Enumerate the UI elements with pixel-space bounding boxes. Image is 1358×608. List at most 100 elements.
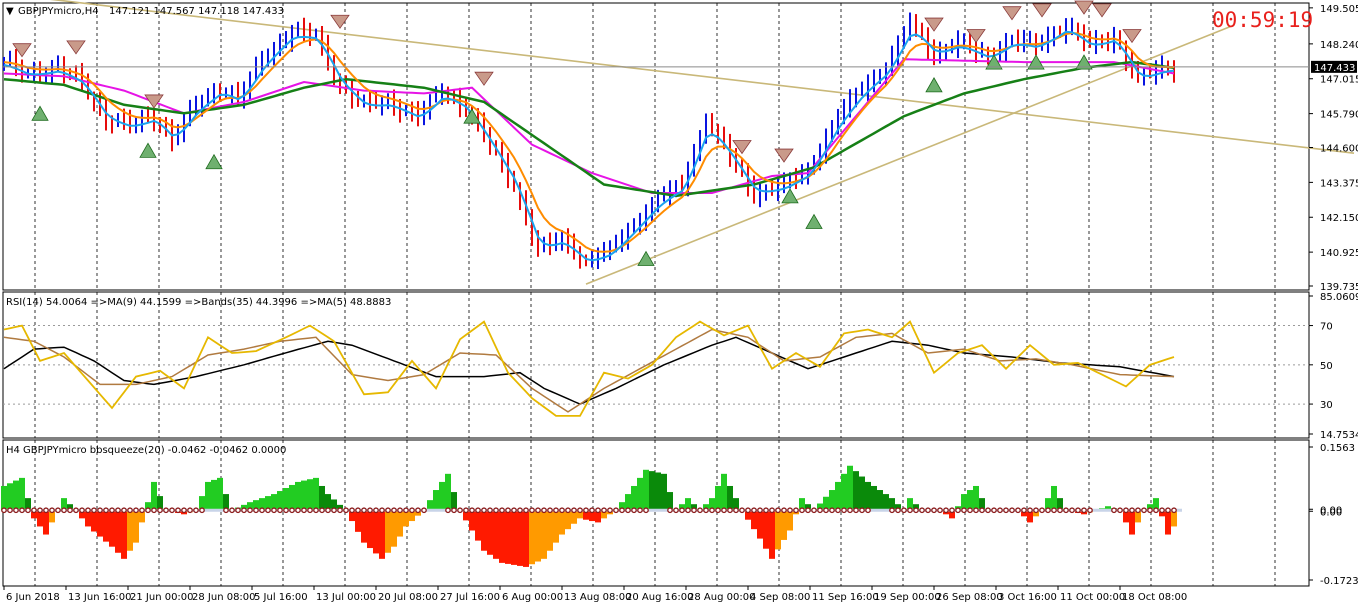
squeeze-bar (319, 485, 325, 511)
squeeze-bar (265, 496, 271, 511)
squeeze-bar (619, 502, 625, 511)
squeeze-bar (355, 510, 361, 532)
squeeze-dot (577, 507, 583, 514)
squeeze-dot (763, 507, 769, 514)
squeeze-bar (217, 477, 223, 511)
squeeze-dot (709, 507, 715, 514)
squeeze-bar (601, 510, 607, 519)
squeeze-dot (307, 507, 313, 514)
squeeze-dot (697, 507, 703, 514)
price-tick-label: 139.735 (1320, 282, 1358, 293)
squeeze-bar (643, 469, 649, 511)
price-tick-label: 149.505 (1320, 4, 1358, 15)
squeeze-bar (517, 510, 523, 566)
squeeze-bar (859, 476, 865, 511)
squeeze-bar (373, 510, 379, 554)
squeeze-bar (853, 471, 859, 511)
squeeze-bar (325, 494, 331, 511)
squeeze-bar (895, 504, 901, 511)
squeeze-dot (1, 507, 7, 514)
squeeze-dot (823, 507, 829, 514)
squeeze-dots (1, 507, 1182, 514)
trendline-1 (49, 0, 1355, 154)
buy-arrow (139, 142, 157, 158)
squeeze-bar (631, 485, 637, 511)
squeeze-bar (649, 471, 655, 511)
squeeze-dot (379, 507, 385, 514)
squeeze-bar (1135, 510, 1141, 523)
squeeze-dot (7, 507, 13, 514)
rsi-pane[interactable]: 85.0609 70 50 30 14.7534 RSI(14) 54.0064 =>M… (2, 291, 1358, 441)
squeeze-bar (463, 510, 469, 521)
squeeze-bar (913, 504, 919, 511)
squeeze-bar (637, 477, 643, 511)
price-tick-label: 144.600 (1320, 143, 1358, 154)
squeeze-bar (205, 481, 211, 511)
squeeze-dot (565, 507, 571, 514)
squeeze-dot (631, 507, 637, 514)
squeeze-dot (985, 507, 991, 514)
ma-mid-line (3, 31, 1174, 253)
squeeze-bar (733, 498, 739, 511)
squeeze-bar (1129, 510, 1135, 535)
squeeze-bar (289, 484, 295, 511)
price-pane[interactable]: 149.505 148.240 147.015 145.790 144.600 143.3… (2, 0, 1358, 293)
squeeze-bar (475, 510, 481, 541)
sell-arrow (1032, 3, 1052, 18)
time-tick-label: 21 Jun 00:00 (130, 592, 194, 603)
squeeze-bar (775, 510, 781, 550)
squeeze-bar (295, 481, 301, 511)
squeeze-dot (193, 507, 199, 514)
squeeze-dot (115, 507, 121, 514)
squeeze-bar (841, 473, 847, 511)
squeeze-dot (319, 507, 325, 514)
time-tick-label: 20 Jul 08:00 (378, 592, 438, 603)
squeeze-dot (469, 507, 475, 514)
squeeze-bar (49, 510, 55, 523)
squeeze-bar (445, 473, 451, 511)
squeeze-dot (997, 507, 1003, 514)
time-tick-label: 19 Sep 00:00 (874, 592, 941, 603)
time-tick-label: 28 Jun 08:00 (192, 592, 256, 603)
squeeze-bar (61, 498, 67, 511)
squeeze-bar (451, 492, 457, 511)
squeeze-dot (169, 507, 175, 514)
squeeze-bar (625, 494, 631, 511)
squeeze-dot (481, 507, 487, 514)
squeeze-dot (589, 507, 595, 514)
squeeze-dot (145, 507, 151, 514)
squeeze-dot (121, 507, 127, 514)
squeeze-bar (679, 504, 685, 511)
squeeze-bar (595, 510, 601, 523)
squeeze-dot (673, 507, 679, 514)
rsi-tick-label: 50 (1320, 361, 1333, 372)
squeeze-dot (163, 507, 169, 514)
chart-arrow-glyph[interactable]: ▼ (6, 6, 14, 17)
squeeze-dot (343, 507, 349, 514)
squeeze-bar (307, 479, 313, 511)
squeeze-bar (259, 498, 265, 511)
squeeze-dot (1159, 507, 1165, 514)
squeeze-dot (925, 507, 931, 514)
squeeze-bar (499, 510, 505, 563)
squeeze-bar (1051, 485, 1057, 511)
buy-arrow (781, 188, 799, 204)
buy-arrow (925, 77, 943, 93)
squeeze-dot (889, 507, 895, 514)
squeeze-dot (637, 507, 643, 514)
sell-arrow (1002, 6, 1022, 21)
squeeze-dot (691, 507, 697, 514)
squeeze-dot (409, 507, 415, 514)
time-tick-label: 11 Oct 00:00 (1060, 592, 1125, 603)
squeeze-dot (751, 507, 757, 514)
squeeze-dot (811, 507, 817, 514)
squeeze-bar (109, 510, 115, 547)
squeeze-dot (493, 507, 499, 514)
squeeze-dot (1075, 507, 1081, 514)
squeeze-bar (835, 481, 841, 511)
squeeze-bar (871, 485, 877, 511)
squeeze-dot (943, 507, 949, 514)
squeeze-bar (397, 510, 403, 537)
